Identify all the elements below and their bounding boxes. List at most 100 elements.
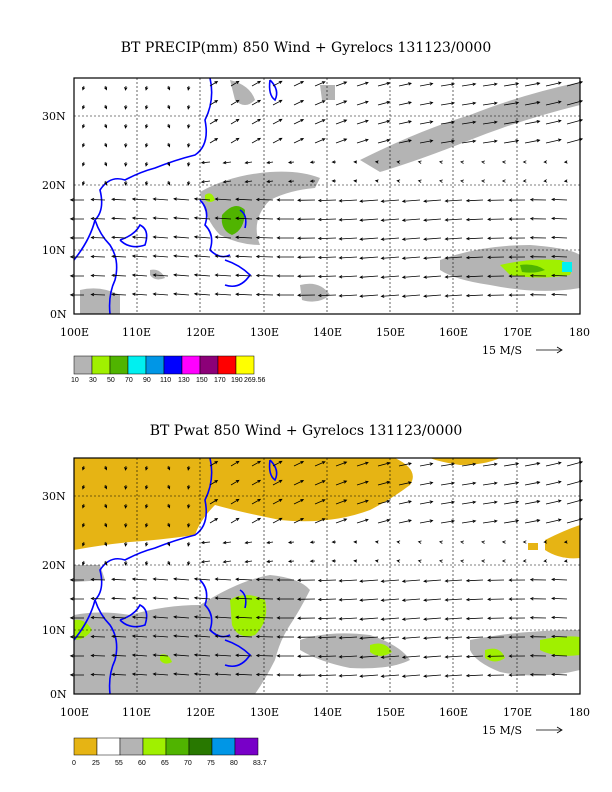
- wind-vector: [297, 255, 316, 259]
- wind-vector: [173, 273, 190, 277]
- wind-vector: [90, 273, 106, 278]
- wind-vector: [508, 635, 526, 639]
- wind-vector: [104, 503, 108, 509]
- colorbar-label: 269.56: [244, 377, 266, 384]
- grid: [74, 458, 580, 694]
- wind-vector: [529, 236, 547, 240]
- wind-vector: [309, 559, 316, 563]
- wind-vector: [297, 578, 316, 582]
- wind-vector: [124, 503, 128, 509]
- wind-vector: [398, 500, 412, 505]
- wind-vector: [104, 85, 108, 91]
- wind-vector: [356, 100, 369, 106]
- wind-vector: [314, 119, 326, 125]
- wind-vector: [131, 634, 148, 638]
- wind-vector: [380, 275, 400, 279]
- wind-vector: [251, 460, 262, 467]
- wind-vector: [82, 503, 86, 509]
- wind-vector: [69, 217, 85, 221]
- wind-vector: [487, 597, 505, 602]
- lat-label: 30N: [42, 110, 66, 123]
- colorbar-label: 0: [72, 760, 76, 767]
- lon-label: 130E: [250, 706, 279, 719]
- wind-vector: [335, 518, 348, 524]
- wind-vector: [187, 503, 191, 509]
- wind-vector: [380, 598, 400, 602]
- wind-vector: [461, 519, 477, 524]
- wind-vector: [209, 480, 219, 486]
- wind-vector: [251, 479, 262, 486]
- wind-vector: [131, 216, 148, 220]
- colorbar-label: 10: [71, 377, 79, 384]
- lat-label: 20N: [42, 179, 66, 192]
- lon-label: 100E: [60, 706, 89, 719]
- wind-vector: [152, 596, 169, 600]
- wind-vector: [545, 119, 562, 125]
- lon-label: 160E: [439, 706, 468, 719]
- wind-vector: [193, 292, 211, 296]
- wind-vector: [187, 465, 191, 471]
- wind-vector: [131, 672, 148, 676]
- wind-vector: [266, 559, 274, 564]
- lon-label: 180: [569, 706, 590, 719]
- wind-vector: [317, 597, 337, 602]
- colorbar-label: 110: [160, 377, 171, 384]
- wind-vector: [173, 216, 190, 220]
- wind-vector: [111, 235, 127, 240]
- wind-vector: [374, 160, 379, 164]
- wind-vector: [209, 499, 219, 505]
- lon-label: 150E: [376, 706, 405, 719]
- wind-vector: [353, 540, 358, 544]
- wind-vector: [276, 198, 295, 202]
- wind-vector: [82, 465, 86, 471]
- wind-vector: [187, 522, 191, 528]
- wind-vector: [167, 560, 171, 566]
- wind-vector: [503, 82, 520, 87]
- wind-vector: [359, 199, 379, 203]
- wind-vector: [374, 179, 379, 183]
- wind-vector: [551, 197, 568, 202]
- wind-vector: [111, 273, 127, 278]
- wind-vector: [152, 216, 169, 220]
- wind-vector: [314, 461, 326, 467]
- wind-vector: [401, 655, 421, 659]
- wind-vector: [297, 654, 316, 658]
- wind-vector: [200, 160, 211, 165]
- wind-vector: [214, 615, 232, 619]
- wind-vector: [423, 237, 442, 241]
- wind-vector: [380, 636, 400, 640]
- wind-vector: [124, 484, 128, 490]
- wind-vector: [338, 636, 358, 640]
- wind-vector: [230, 479, 240, 486]
- wind-vector: [111, 653, 127, 658]
- wind-vector: [482, 82, 498, 87]
- wind-vector: [287, 160, 295, 164]
- wind-vector: [222, 161, 232, 165]
- wind-vector: [235, 273, 253, 277]
- wind-vector: [251, 517, 262, 524]
- wind-vector: [200, 540, 211, 545]
- wind-vector: [173, 254, 190, 258]
- lon-label: 110E: [122, 326, 151, 339]
- wind-vector: [255, 615, 274, 620]
- wind-vector: [481, 160, 485, 164]
- wind-vector: [501, 559, 506, 563]
- wind-vector: [482, 462, 498, 467]
- wind-vector: [529, 217, 547, 221]
- wind-vector: [460, 160, 464, 164]
- wind-vector: [396, 179, 401, 183]
- wind-vector: [214, 634, 232, 638]
- wind-vector: [359, 617, 379, 621]
- wind-vector: [69, 616, 85, 620]
- wind-vector: [353, 160, 358, 164]
- wind-vector: [214, 197, 232, 201]
- wind-vector: [244, 179, 253, 184]
- wind-vector: [503, 139, 520, 144]
- wind-vector: [524, 519, 541, 524]
- wind-vector: [69, 654, 85, 658]
- wind-vector: [235, 292, 253, 296]
- wind-vector: [214, 672, 232, 676]
- wind-vector: [173, 634, 190, 638]
- wind-vector: [287, 540, 295, 544]
- wind-vector: [214, 577, 232, 581]
